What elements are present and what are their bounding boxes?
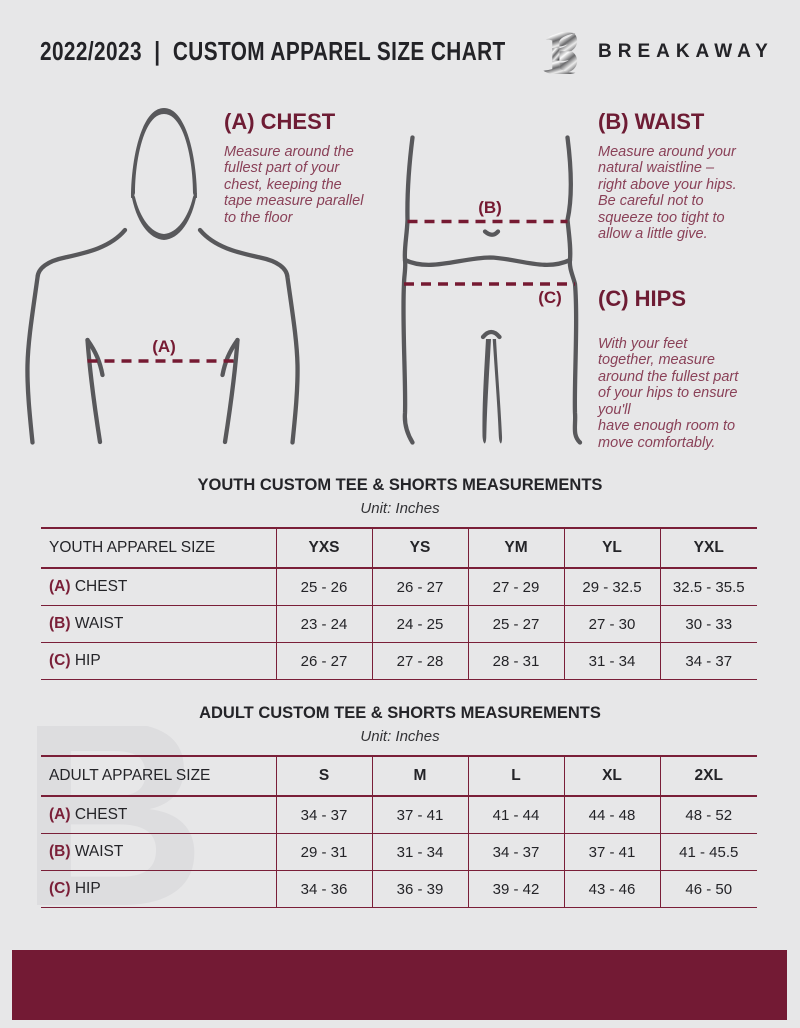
svg-text:(B): (B) [478, 198, 502, 217]
svg-text:(C): (C) [538, 288, 562, 307]
svg-text:(A): (A) [152, 337, 176, 356]
